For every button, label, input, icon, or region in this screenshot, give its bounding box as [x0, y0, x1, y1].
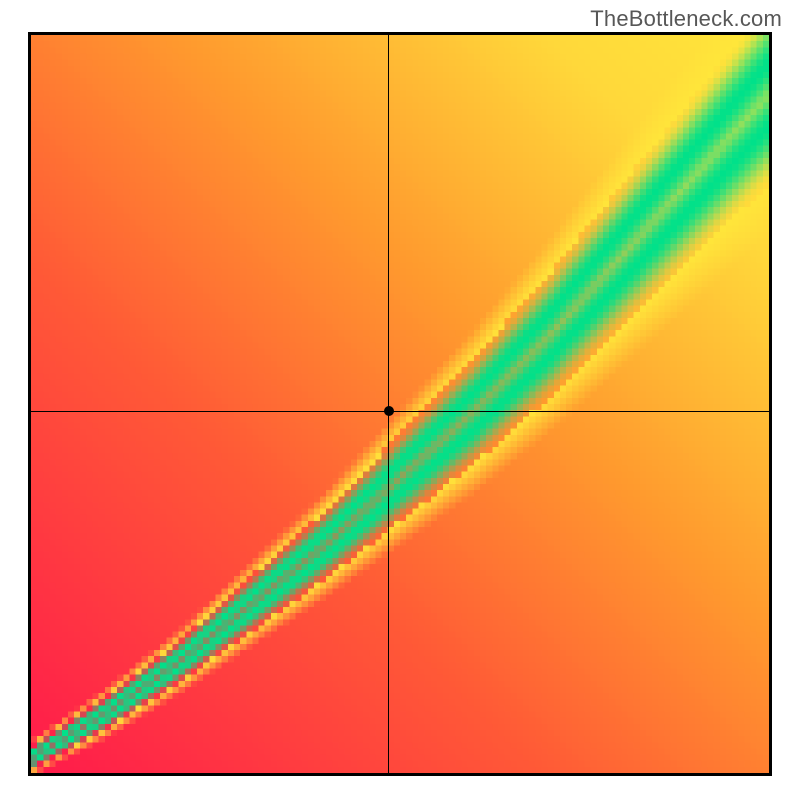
watermark-text: TheBottleneck.com [590, 6, 782, 32]
crosshair-marker [384, 406, 394, 416]
crosshair-vertical [388, 35, 389, 773]
plot-frame [28, 32, 772, 776]
root: TheBottleneck.com [0, 0, 800, 800]
crosshair-horizontal [31, 411, 769, 412]
heatmap-canvas [31, 35, 769, 773]
